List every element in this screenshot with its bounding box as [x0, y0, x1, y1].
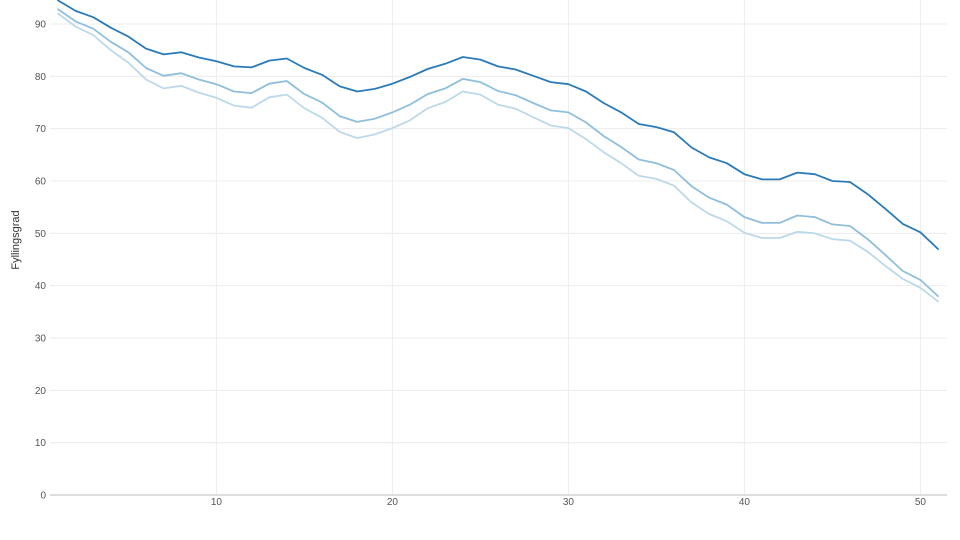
y-tick-label: 20	[35, 386, 47, 397]
series-line-3	[57, 12, 939, 303]
axes: 0 10 20 30 40 50 60 70 80 90 10 20 30 40 50	[35, 20, 947, 508]
series-line-1	[57, 0, 939, 250]
x-tick-label: 10	[211, 497, 223, 508]
y-tick-label: 10	[35, 438, 47, 449]
y-tick-label: 30	[35, 334, 47, 345]
x-tick-label: 30	[563, 497, 575, 508]
y-axis-label: Fyllingsgrad	[10, 210, 22, 269]
x-tick-label: 50	[915, 497, 927, 508]
y-tick-label: 80	[35, 72, 47, 83]
y-tick-label: 70	[35, 124, 47, 135]
y-tick-label: 90	[35, 20, 47, 31]
y-tick-label: 50	[35, 229, 47, 240]
series-line-2	[57, 8, 939, 298]
y-tick-label: 60	[35, 177, 47, 188]
x-tick-label: 40	[739, 497, 751, 508]
x-tick-label: 20	[387, 497, 399, 508]
y-tick-label: 40	[35, 281, 47, 292]
y-tick-label: 0	[40, 491, 46, 502]
grid	[50, 0, 947, 495]
series-lines	[57, 0, 939, 303]
